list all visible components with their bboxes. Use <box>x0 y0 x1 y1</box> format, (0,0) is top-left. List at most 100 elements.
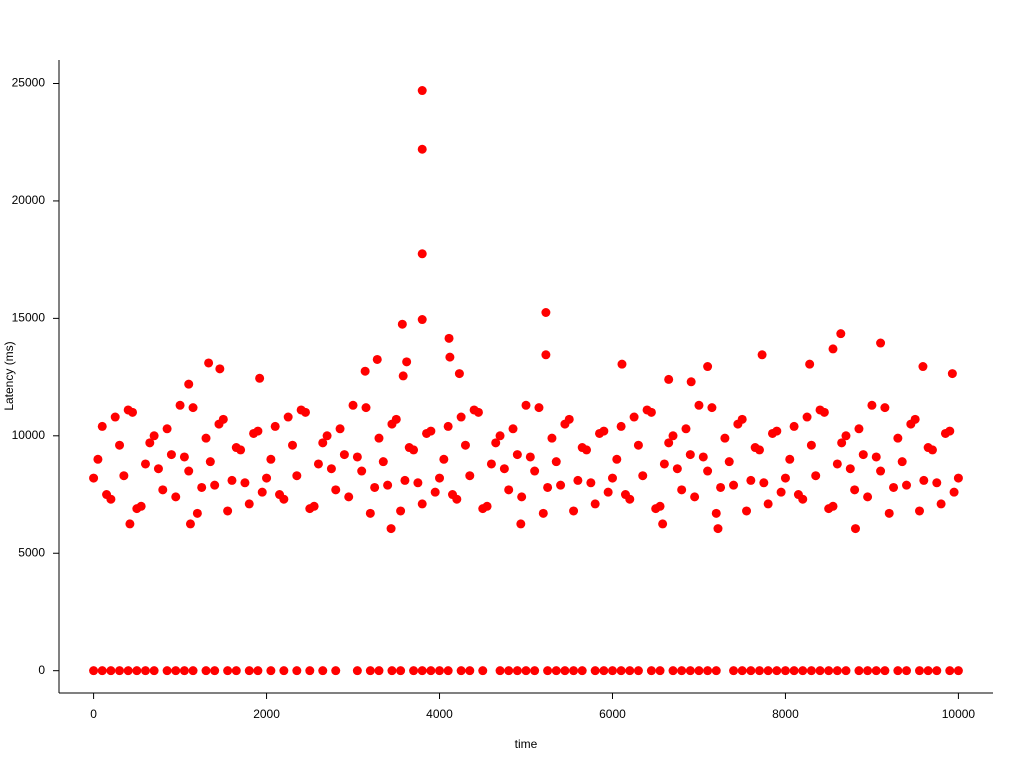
point <box>556 480 566 490</box>
point <box>876 338 886 348</box>
point <box>612 454 622 464</box>
x-tick-label: 2000 <box>253 707 280 721</box>
point <box>231 443 241 453</box>
point <box>854 666 864 676</box>
point <box>724 457 734 467</box>
point <box>534 403 544 413</box>
point <box>858 450 868 460</box>
point <box>729 666 739 676</box>
point <box>919 475 929 485</box>
point <box>863 492 873 502</box>
point <box>658 519 668 529</box>
point <box>755 666 764 676</box>
point <box>374 433 384 443</box>
point <box>586 478 596 488</box>
point <box>880 666 890 676</box>
point <box>158 485 168 495</box>
point <box>309 501 319 511</box>
point <box>815 666 825 676</box>
point <box>617 359 627 369</box>
point <box>577 443 587 453</box>
point <box>668 431 678 441</box>
point <box>659 459 669 469</box>
point <box>145 438 155 448</box>
point <box>128 407 138 417</box>
point <box>426 666 436 676</box>
point <box>646 407 656 417</box>
point <box>386 524 396 534</box>
point <box>192 508 202 518</box>
point <box>703 666 713 676</box>
point <box>97 421 107 431</box>
point <box>89 666 99 676</box>
point <box>889 482 899 492</box>
point <box>119 471 129 481</box>
point <box>517 492 527 502</box>
point <box>686 377 696 387</box>
point <box>244 499 254 509</box>
y-tick-label: 10000 <box>12 428 46 442</box>
point <box>348 400 358 410</box>
point <box>292 471 302 481</box>
point <box>893 433 903 443</box>
point <box>136 501 146 511</box>
point <box>805 359 815 369</box>
point <box>603 487 613 497</box>
point <box>439 454 449 464</box>
point <box>789 421 799 431</box>
point <box>444 333 454 343</box>
point <box>318 438 328 448</box>
point <box>530 666 540 676</box>
point <box>387 666 397 676</box>
point <box>125 519 135 529</box>
point <box>560 666 570 676</box>
point <box>633 666 643 676</box>
point <box>573 475 583 485</box>
point <box>326 464 336 474</box>
point <box>370 482 380 492</box>
point <box>620 490 630 500</box>
point <box>893 666 903 676</box>
point <box>711 508 721 518</box>
point <box>491 438 501 448</box>
point <box>300 407 310 417</box>
point <box>729 480 739 490</box>
point <box>266 666 276 676</box>
point <box>504 666 514 676</box>
y-tick-label: 25000 <box>12 76 46 90</box>
point <box>335 424 345 434</box>
point <box>772 666 782 676</box>
point <box>685 450 695 460</box>
point <box>806 666 816 676</box>
point <box>949 487 959 497</box>
point <box>240 478 250 488</box>
point <box>690 492 700 502</box>
point <box>344 492 354 502</box>
point <box>396 506 406 516</box>
point <box>495 666 505 676</box>
point <box>374 666 384 676</box>
x-tick-label: 4000 <box>426 707 453 721</box>
point <box>132 666 142 676</box>
point <box>512 450 522 460</box>
point <box>454 369 464 379</box>
point <box>914 506 924 516</box>
point <box>352 666 362 676</box>
point <box>672 464 682 474</box>
point <box>305 666 315 676</box>
point <box>430 487 440 497</box>
point <box>417 666 427 676</box>
x-tick-label: 10000 <box>942 707 976 721</box>
point <box>932 666 942 676</box>
point <box>541 307 551 317</box>
point <box>707 403 717 413</box>
point <box>940 428 950 438</box>
point <box>400 475 410 485</box>
y-tick-label: 5000 <box>18 545 45 559</box>
point <box>713 524 723 534</box>
point <box>595 428 605 438</box>
point <box>625 666 635 676</box>
y-tick-label: 20000 <box>12 193 46 207</box>
point <box>417 499 427 509</box>
